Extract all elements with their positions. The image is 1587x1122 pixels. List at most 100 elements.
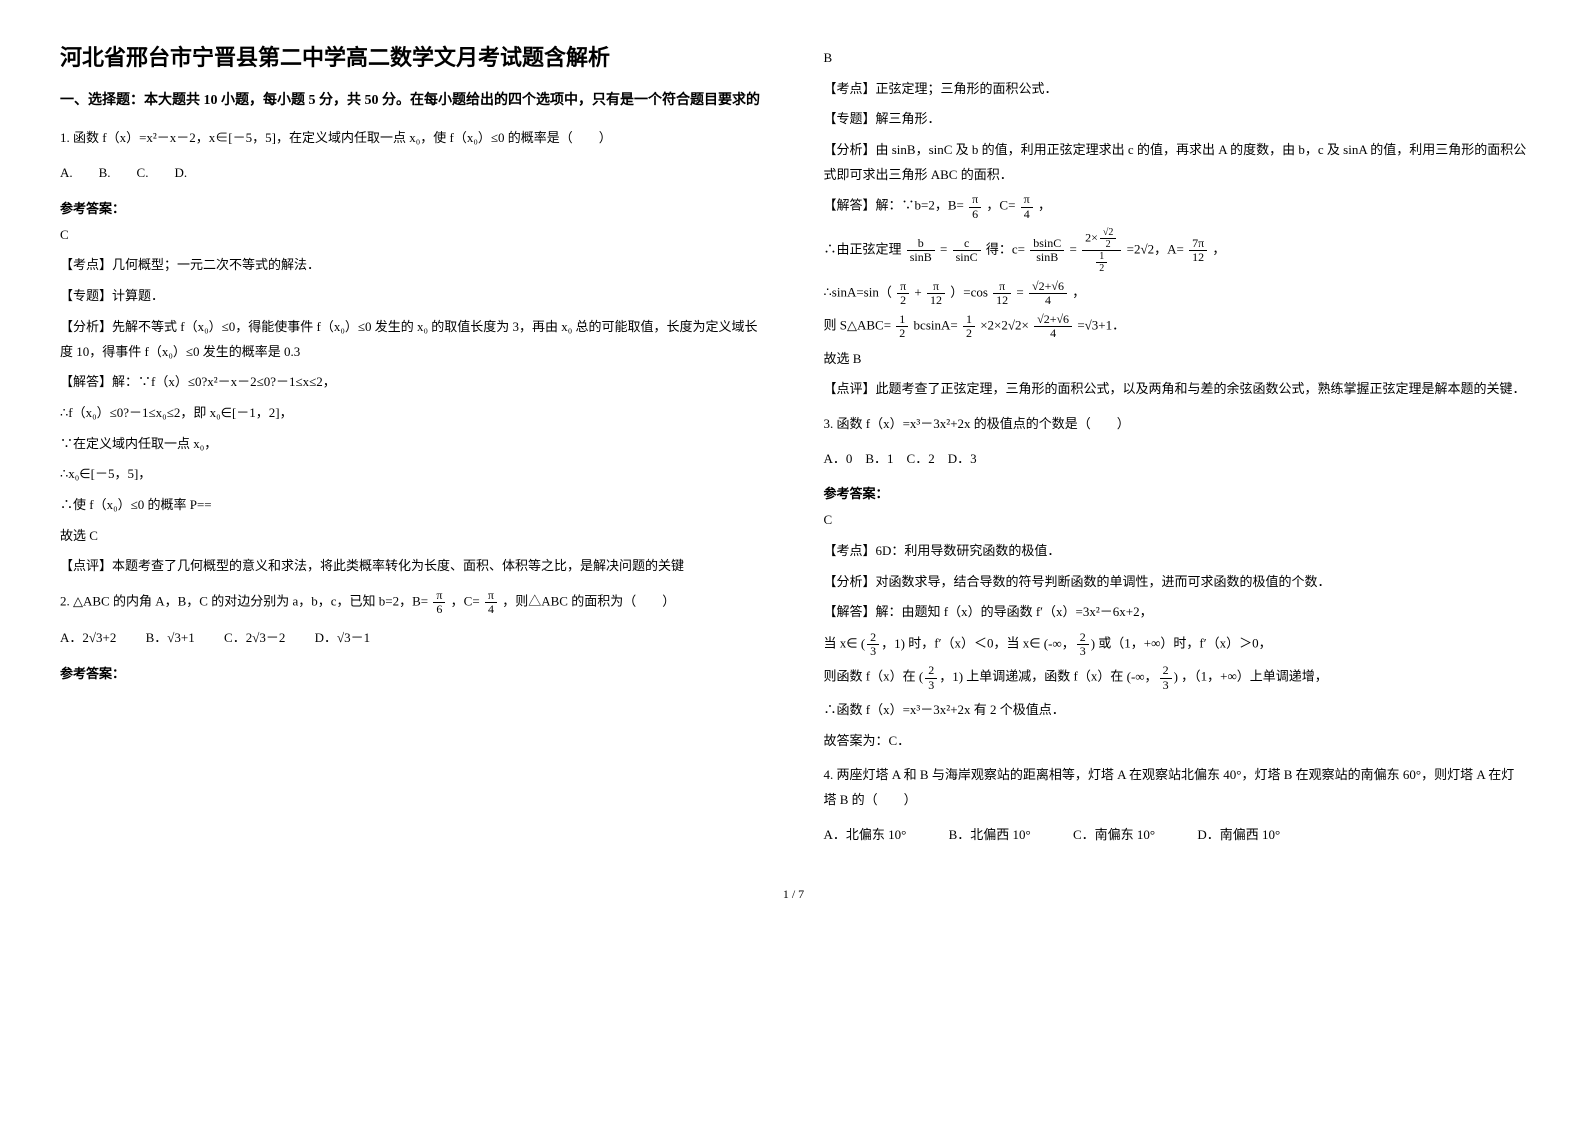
interval-neginf-23-b: (-∞，23) (1127, 669, 1178, 684)
section-instruction: 一、选择题：本大题共 10 小题，每小题 5 分，共 50 分。在每小题给出的四… (60, 90, 764, 112)
q2-jieda1: 【解答】解：∵b=2，B= π6 ，C= π4 ， (824, 193, 1528, 220)
q2-jieda4b: bcsinA= (914, 318, 961, 333)
q1-kaodian: 【考点】几何概型；一元二次不等式的解法． (60, 253, 764, 278)
q2-options: A．2√3+2 B．√3+1 C．2√3－2 D．√3－1 (60, 626, 764, 651)
q1-stem: 1. 函数 f（x）=x²－x－2，x∈[－5，5]，在定义域内任取一点 x₀，… (60, 126, 764, 151)
q2-stem-b: ，C= (451, 594, 483, 609)
q4-optB: B．北偏西 10° (949, 827, 1031, 842)
q2-jieda1c: ， (1038, 198, 1051, 213)
q3-jieda5: 故答案为：C． (824, 729, 1528, 754)
q2-dianping: 【点评】此题考查了正弦定理，三角形的面积公式，以及两角和与差的余弦函数公式，熟练… (824, 377, 1528, 402)
q2-jieda1b: ，C= (986, 198, 1018, 213)
q3-jieda1: 【解答】解：由题知 f（x）的导函数 f′（x）=3x²－6x+2， (824, 600, 1528, 625)
q2-jieda3a: ∴sinA=sin（ (824, 284, 892, 299)
q2-jieda1a: 【解答】解：∵b=2，B= (824, 198, 968, 213)
q3-options: A．0 B．1 C．2 D．3 (824, 447, 1528, 472)
q2-jieda3e: ， (1072, 284, 1085, 299)
frac-sqrt2sqrt6-4: √2+√64 (1029, 280, 1067, 307)
q1-jieda5: ∴使 f（x₀）≤0 的概率 P== (60, 493, 764, 518)
q2-jieda4a: 则 S△ABC= (824, 318, 895, 333)
q2-jieda2f: ， (1212, 241, 1225, 256)
q2-jieda4d: =√3+1． (1077, 318, 1125, 333)
page-container: 河北省邢台市宁晋县第二中学高二数学文月考试题含解析 一、选择题：本大题共 10 … (60, 40, 1527, 857)
q1-jieda1: 【解答】解：∵f（x）≤0?x²－x－2≤0?－1≤x≤2， (60, 370, 764, 395)
q4-optA: A．北偏东 10° (824, 827, 907, 842)
q1-options: A. B. C. D. (60, 161, 764, 186)
q2-optC: C．2√3－2 (224, 630, 285, 645)
q2-jieda2b: = (940, 241, 951, 256)
q1-dianping: 【点评】本题考查了几何概型的意义和求法，将此类概率转化为长度、面积、体积等之比，… (60, 554, 764, 579)
q3-jieda2c: 或（1，+∞）时，f′（x）＞0， (1098, 636, 1271, 651)
q3-jieda2: 当 x∈ (23，1) 时，f′（x）＜0，当 x∈ (-∞，23) 或（1，+… (824, 631, 1528, 658)
q3-jieda3a: 则函数 f（x）在 (824, 669, 919, 684)
q3-jieda3b: 上单调递减，函数 f（x）在 (966, 669, 1126, 684)
page-number: 1 / 7 (60, 887, 1527, 902)
doc-title: 河北省邢台市宁晋县第二中学高二数学文月考试题含解析 (60, 40, 764, 72)
q1-zhuanti: 【专题】计算题． (60, 284, 764, 309)
q3-kaodian: 【考点】6D：利用导数研究函数的极值． (824, 539, 1528, 564)
q2-jieda3d: = (1016, 284, 1027, 299)
q3-jieda2a: 当 x∈ (824, 636, 861, 651)
q4-stem: 4. 两座灯塔 A 和 B 与海岸观察站的距离相等，灯塔 A 在观察站北偏东 4… (824, 763, 1528, 812)
frac-7pi-12: 7π12 (1189, 237, 1207, 264)
q2-jieda3b: + (914, 284, 925, 299)
q1-ans-letter: C (60, 223, 764, 248)
frac-pi-6-b: π6 (969, 193, 981, 220)
frac-1-2: 12 (896, 313, 908, 340)
q3-stem: 3. 函数 f（x）=x³－3x²+2x 的极值点的个数是（ ） (824, 412, 1528, 437)
q2-ans-label: 参考答案： (60, 663, 764, 682)
q3-jieda4: ∴函数 f（x）=x³－3x²+2x 有 2 个极值点． (824, 698, 1528, 723)
q1-jieda3: ∵在定义域内任取一点 x₀， (60, 432, 764, 457)
frac-bsinC-sinB: bsinCsinB (1030, 237, 1064, 264)
q2-jieda3c: ）=cos (950, 284, 988, 299)
q2-jieda2c: 得：c= (986, 241, 1028, 256)
q2-stem-a: 2. △ABC 的内角 A，B，C 的对边分别为 a，b，c，已知 b=2，B= (60, 594, 431, 609)
frac-pi-4-b: π4 (1021, 193, 1033, 220)
q2-kaodian: 【考点】正弦定理；三角形的面积公式． (824, 77, 1528, 102)
frac-b-sinB: bsinB (907, 237, 935, 264)
frac-pi-2: π2 (897, 280, 909, 307)
interval-neginf-23: (-∞，23) (1044, 636, 1095, 651)
q3-jieda3c: ，（1，+∞）上单调递增， (1181, 669, 1328, 684)
q2-stem-c: ，则△ABC 的面积为（ ） (502, 594, 675, 609)
q2-optA: A．2√3+2 (60, 630, 116, 645)
q2-jieda2d: = (1070, 241, 1081, 256)
q2-stem: 2. △ABC 的内角 A，B，C 的对边分别为 a，b，c，已知 b=2，B=… (60, 589, 764, 616)
q2-jieda4: 则 S△ABC= 12 bcsinA= 12 ×2×2√2× √2+√64 =√… (824, 313, 1528, 340)
frac-sqrt2sqrt6-4-b: √2+√64 (1034, 313, 1072, 340)
q2-ans-letter: B (824, 46, 1528, 71)
q2-jieda2: ∴由正弦定理 bsinB = csinC 得：c= bsinCsinB = 2×… (824, 227, 1528, 274)
q2-jieda5: 故选 B (824, 347, 1528, 372)
q2-jieda3: ∴sinA=sin（ π2 + π12 ）=cos π12 = √2+√64 ， (824, 280, 1528, 307)
q3-ans-label: 参考答案： (824, 483, 1528, 502)
q2-fenxi: 【分析】由 sinB，sinC 及 b 的值，利用正弦定理求出 c 的值，再求出… (824, 138, 1528, 187)
right-column: B 【考点】正弦定理；三角形的面积公式． 【专题】解三角形． 【分析】由 sin… (824, 40, 1528, 857)
frac-big: 2×√2212 (1082, 227, 1121, 274)
q3-ans-letter: C (824, 508, 1528, 533)
q3-jieda3: 则函数 f（x）在 (23，1) 上单调递减，函数 f（x）在 (-∞，23) … (824, 664, 1528, 691)
frac-pi-12: π12 (927, 280, 945, 307)
q2-zhuanti: 【专题】解三角形． (824, 107, 1528, 132)
q2-jieda2a: ∴由正弦定理 (824, 241, 902, 256)
q1-ans-label: 参考答案： (60, 198, 764, 217)
frac-pi-12-b: π12 (993, 280, 1011, 307)
frac-c-sinC: csinC (953, 237, 981, 264)
interval-23-1: (23，1) (861, 636, 905, 651)
frac-pi-6: π6 (433, 589, 445, 616)
q4-optC: C．南偏东 10° (1073, 827, 1155, 842)
left-column: 河北省邢台市宁晋县第二中学高二数学文月考试题含解析 一、选择题：本大题共 10 … (60, 40, 764, 857)
frac-1-2-b: 12 (963, 313, 975, 340)
q2-jieda2e: =2√2，A= (1127, 241, 1187, 256)
q1-jieda2: ∴f（x₀）≤0?－1≤x₀≤2，即 x₀∈[－1，2]， (60, 401, 764, 426)
frac-pi-4: π4 (485, 589, 497, 616)
q1-jieda6: 故选 C (60, 524, 764, 549)
q4-options: A．北偏东 10° B．北偏西 10° C．南偏东 10° D．南偏西 10° (824, 823, 1528, 848)
q3-jieda2b: 时，f′（x）＜0，当 x∈ (908, 636, 1044, 651)
q2-optD: D．√3－1 (315, 630, 371, 645)
q2-optB: B．√3+1 (146, 630, 195, 645)
q3-fenxi: 【分析】对函数求导，结合导数的符号判断函数的单调性，进而可求函数的极值的个数． (824, 570, 1528, 595)
q2-jieda4c: ×2×2√2× (980, 318, 1032, 333)
q1-jieda4: ∴x₀∈[－5，5]， (60, 462, 764, 487)
q1-fenxi: 【分析】先解不等式 f（x₀）≤0，得能使事件 f（x₀）≤0 发生的 x₀ 的… (60, 315, 764, 364)
interval-23-1-b: (23，1) (919, 669, 963, 684)
